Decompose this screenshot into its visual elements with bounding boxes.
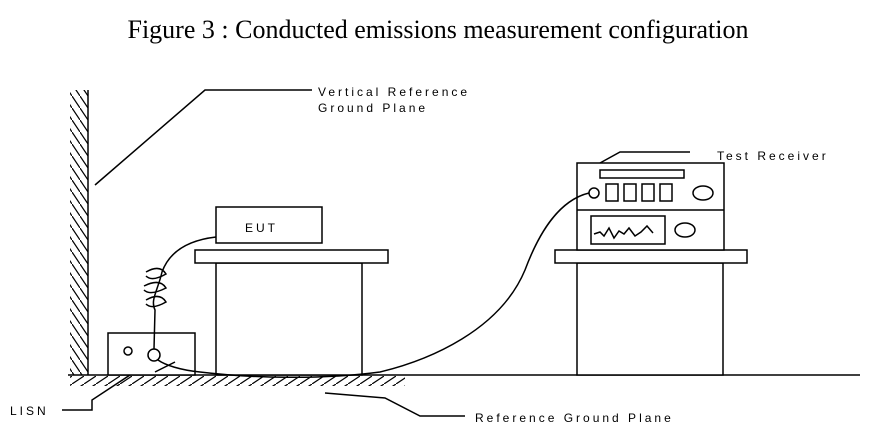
receiver-box	[576, 162, 725, 251]
label: Test Receiver	[717, 149, 829, 163]
label: LISN	[10, 404, 49, 418]
leader	[62, 374, 131, 411]
eut-box	[215, 206, 323, 244]
receiver-knob	[674, 222, 696, 238]
label: Ground Plane	[318, 101, 428, 115]
receiver-screen	[590, 215, 666, 245]
label: Vertical Reference	[318, 85, 470, 99]
label: EUT	[245, 221, 278, 235]
figure-title: Figure 3 : Conducted emissions measureme…	[128, 15, 749, 44]
table-top	[194, 249, 389, 264]
receiver-knob	[692, 185, 714, 201]
leader	[324, 392, 465, 417]
receiver-trace	[593, 224, 654, 240]
leader	[599, 151, 690, 164]
coil	[143, 267, 168, 308]
lisn-port	[123, 346, 133, 356]
table-top	[554, 249, 748, 264]
cable	[152, 236, 217, 350]
leader	[154, 361, 176, 373]
receiver-slot	[599, 169, 685, 179]
wall-hatch	[70, 90, 88, 375]
table-block	[576, 262, 724, 376]
lisn-box	[107, 332, 196, 376]
label: Reference Ground Plane	[475, 411, 674, 425]
table-block	[215, 262, 363, 376]
leader	[94, 89, 312, 186]
floor-hatch	[70, 376, 405, 386]
display-digits	[605, 183, 673, 202]
cable	[157, 192, 590, 378]
